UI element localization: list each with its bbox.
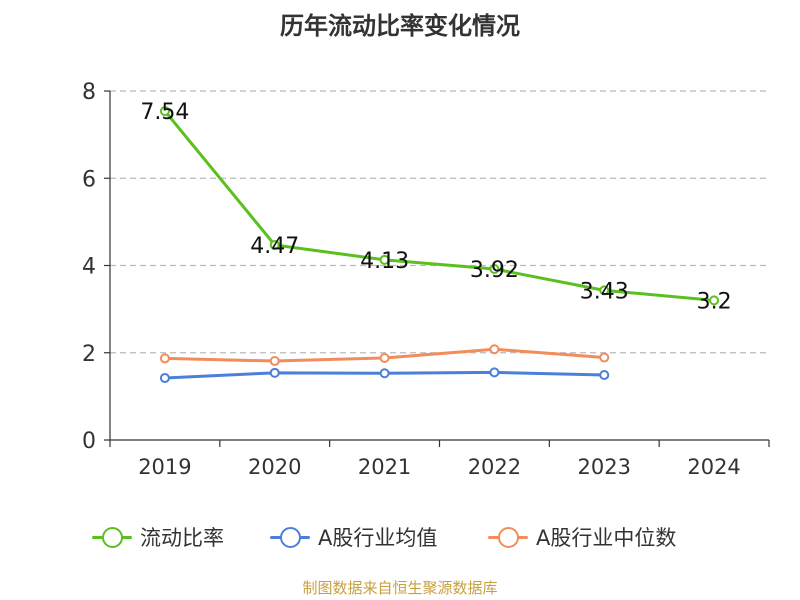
data-point [489,263,500,274]
data-point [269,239,280,250]
legend-marker-industry-mean [270,522,310,552]
y-tick-label: 0 [82,429,96,454]
x-tick-label: 2019 [138,455,191,479]
data-point [599,352,610,363]
data-point [159,106,170,117]
x-tick-label: 2022 [468,455,521,479]
x-tick-label: 2021 [358,455,411,479]
data-point [159,353,170,364]
data-label: 4.47 [250,234,299,259]
y-tick-label: 2 [82,342,96,367]
legend-marker-industry-median [488,522,528,552]
legend-item-industry-median[interactable]: A股行业中位数 [488,522,676,552]
x-tick-label: 2023 [578,455,631,479]
data-label: 3.43 [580,279,629,304]
legend-item-industry-mean[interactable]: A股行业均值 [270,522,437,552]
x-tick-label: 2024 [687,455,740,479]
chart-title: 历年流动比率变化情况 [280,12,520,40]
y-tick-label: 4 [82,255,96,280]
data-label: 7.54 [140,100,189,125]
data-point [489,344,500,355]
data-label: 3.92 [470,258,519,283]
x-tick-label: 2020 [248,455,301,479]
legend-item-current-ratio[interactable]: 流动比率 [92,522,224,552]
data-point [269,356,280,367]
data-label: 4.13 [360,249,409,274]
legend-label-current-ratio: 流动比率 [140,526,224,550]
data-point [599,285,610,296]
data-source-note: 制图数据来自恒生聚源数据库 [302,579,498,597]
data-label: 3.2 [697,289,732,314]
data-point [379,352,390,363]
data-point [159,373,170,384]
y-tick-label: 6 [82,167,96,192]
data-point [379,368,390,379]
chart-legend: 流动比率 A股行业均值 A股行业中位数 [0,522,800,552]
data-point [599,369,610,380]
legend-label-industry-median: A股行业中位数 [536,526,677,550]
data-point [269,367,280,378]
data-point [489,367,500,378]
legend-marker-current-ratio [92,522,132,552]
data-point [709,295,720,306]
y-tick-label: 8 [82,80,96,105]
data-point [379,254,390,265]
legend-label-industry-mean: A股行业均值 [318,526,438,550]
series-line [163,110,715,302]
